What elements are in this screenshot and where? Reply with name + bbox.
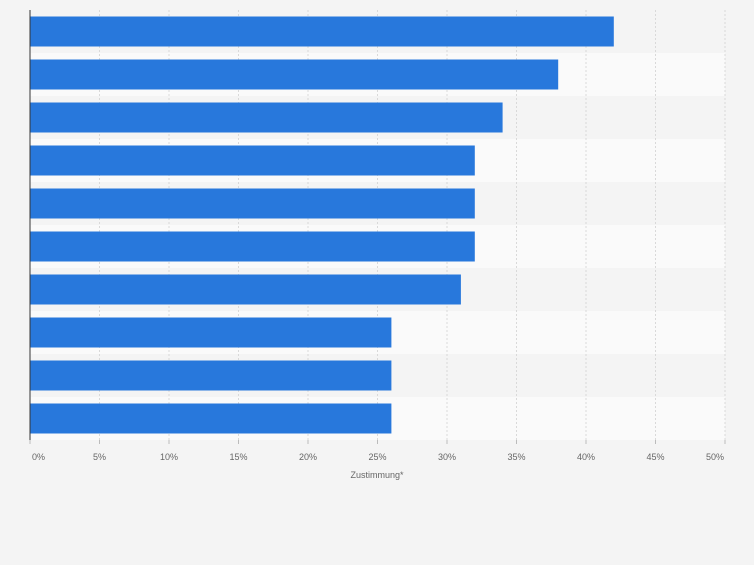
x-tick-label: 5% — [93, 452, 106, 462]
x-tick-label: 0% — [32, 452, 45, 462]
bar[interactable] — [30, 274, 461, 305]
bar[interactable] — [30, 317, 392, 348]
bar[interactable] — [30, 102, 503, 133]
x-tick-label: 10% — [160, 452, 178, 462]
x-tick-label: 15% — [229, 452, 247, 462]
x-tick-label: 35% — [507, 452, 525, 462]
x-tick-label: 50% — [706, 452, 724, 462]
bar-series — [30, 16, 614, 434]
x-axis-label: Zustimmung* — [350, 470, 404, 480]
x-axis-ticks: 0% 5% 10% 15% 20% 25% 30% 35% 40% 45% 50% — [29, 440, 726, 462]
bar[interactable] — [30, 145, 475, 176]
bar[interactable] — [30, 360, 392, 391]
bar[interactable] — [30, 231, 475, 262]
x-tick-label: 25% — [368, 452, 386, 462]
x-tick-label: 30% — [438, 452, 456, 462]
bar[interactable] — [30, 59, 559, 90]
bar[interactable] — [30, 403, 392, 434]
x-tick-label: 45% — [646, 452, 664, 462]
bar[interactable] — [30, 188, 475, 219]
x-tick-label: 20% — [299, 452, 317, 462]
bar[interactable] — [30, 16, 614, 47]
x-tick-label: 40% — [577, 452, 595, 462]
